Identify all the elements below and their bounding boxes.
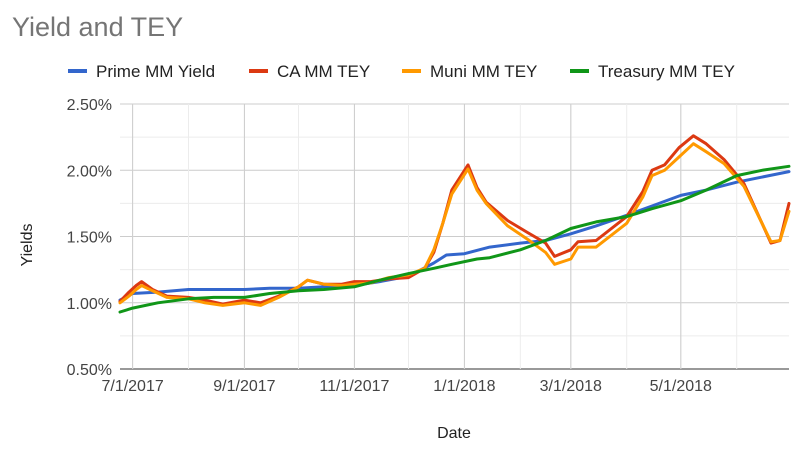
x-axis-ticks: 7/1/2017 9/1/2017 11/1/2017 1/1/2018 3/1/201… — [101, 378, 712, 395]
y-tick-label: 1.00% — [67, 296, 112, 313]
y-axis-title: Yields — [19, 224, 36, 267]
x-tick-label: 1/1/2018 — [433, 378, 495, 395]
y-tick-label: 0.50% — [67, 362, 112, 379]
legend-label-treasury-mm-tey: Treasury MM TEY — [598, 62, 735, 81]
legend-label-muni-mm-tey: Muni MM TEY — [430, 62, 537, 81]
chart-title: Yield and TEY — [12, 12, 184, 42]
series-line-ca-mm-tey — [118, 134, 791, 306]
x-tick-label: 7/1/2017 — [101, 378, 163, 395]
series-line-treasury-mm-tey — [118, 164, 791, 314]
x-tick-label: 5/1/2018 — [650, 378, 712, 395]
x-tick-label: 11/1/2017 — [319, 378, 389, 395]
series-line-prime-mm-yield — [118, 170, 791, 302]
x-tick-label: 3/1/2018 — [540, 378, 602, 395]
y-axis-ticks: 0.50% 1.00% 1.50% 2.00% 2.50% — [67, 97, 112, 379]
x-tick-label: 9/1/2017 — [213, 378, 275, 395]
gridlines — [120, 103, 789, 370]
legend-label-ca-mm-tey: CA MM TEY — [277, 62, 370, 81]
series-lines — [118, 134, 791, 314]
series-line-muni-mm-tey — [118, 142, 791, 307]
legend-label-prime-mm-yield: Prime MM Yield — [96, 62, 215, 81]
y-tick-label: 2.50% — [67, 97, 112, 114]
x-axis-title: Date — [437, 425, 471, 442]
legend: Prime MM Yield CA MM TEY Muni MM TEY Treasu… — [68, 62, 735, 81]
y-tick-label: 2.00% — [67, 163, 112, 180]
y-tick-label: 1.50% — [67, 230, 112, 247]
